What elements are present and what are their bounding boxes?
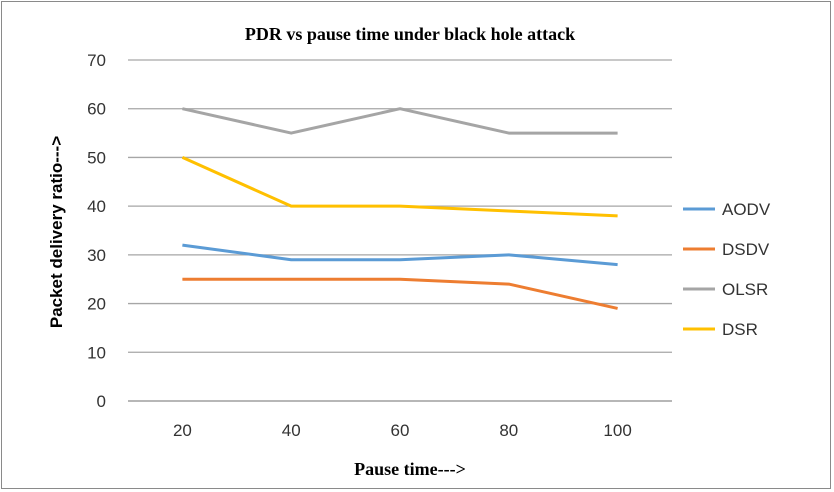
y-tick-label: 60 [87, 100, 106, 119]
x-tick-label: 20 [173, 421, 192, 440]
y-tick-label: 40 [87, 197, 106, 216]
series-line-dsr [181, 156, 618, 218]
y-axis-label: Packet delivery ratio---> [47, 136, 66, 328]
legend-label-aodv: AODV [722, 200, 771, 219]
x-tick-label: 40 [282, 421, 301, 440]
chart-title: PDR vs pause time under black hole attac… [245, 24, 575, 44]
legend-label-dsr: DSR [722, 320, 758, 339]
x-tick-label: 100 [603, 421, 631, 440]
y-tick-label: 70 [87, 51, 106, 70]
x-tick-label: 80 [499, 421, 518, 440]
y-tick-label: 50 [87, 148, 106, 167]
y-tick-label: 20 [87, 295, 106, 314]
x-tick-label: 60 [391, 421, 410, 440]
y-tick-label: 0 [97, 392, 106, 411]
series-line-olsr [182, 107, 618, 135]
legend-label-dsdv: DSDV [722, 240, 770, 259]
legend-label-olsr: OLSR [722, 280, 768, 299]
y-tick-label: 10 [87, 343, 106, 362]
y-tick-label: 30 [87, 246, 106, 265]
x-axis-label: Pause time---> [354, 459, 466, 479]
